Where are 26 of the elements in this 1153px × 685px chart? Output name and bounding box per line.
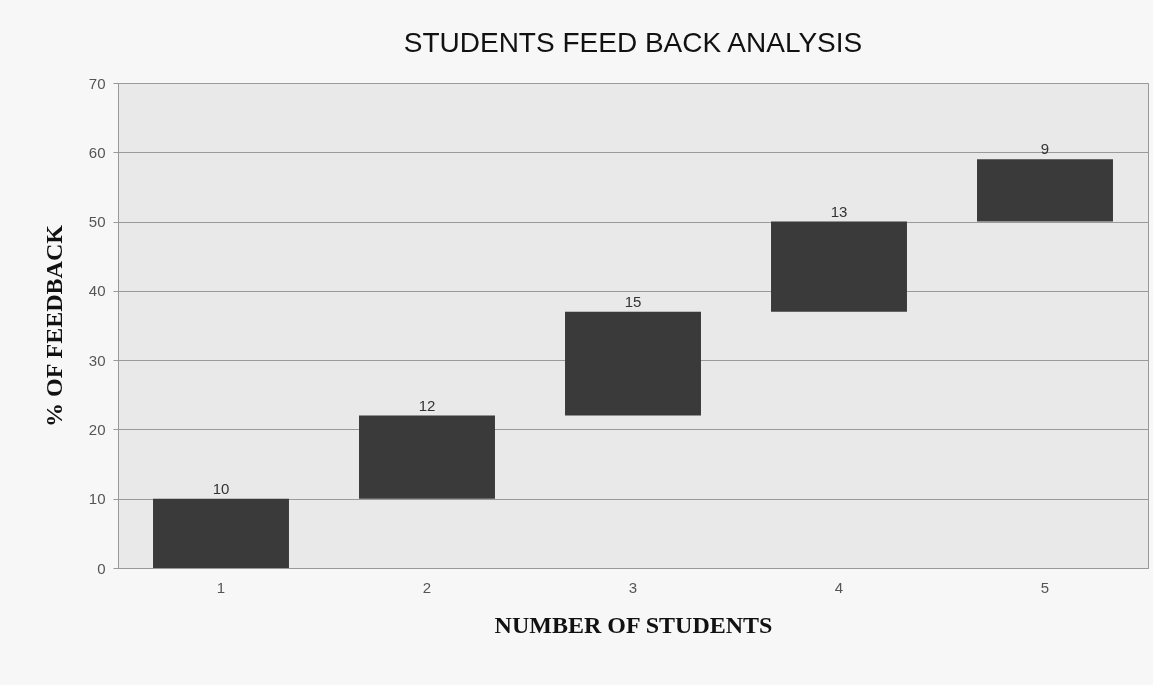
data-label: 12 [418, 396, 436, 414]
bar [153, 498, 289, 568]
x-tick-label: 3 [628, 578, 638, 596]
bar [359, 415, 495, 499]
x-tick-label: 4 [834, 578, 844, 596]
y-tick-label: 70 [88, 74, 106, 92]
y-tick-label: 20 [88, 420, 106, 438]
x-axis-title: NUMBER OF STUDENTS [494, 611, 773, 638]
x-tick-label: 2 [422, 578, 432, 596]
x-tick-label: 1 [216, 578, 226, 596]
y-tick-label: 0 [97, 559, 106, 577]
y-tick-label: 40 [88, 282, 106, 300]
bar [977, 159, 1113, 222]
data-label: 13 [830, 202, 848, 220]
y-axis-title: % OF FEEDBACK [40, 224, 67, 427]
x-tick-label: 5 [1040, 578, 1050, 596]
data-label: 15 [624, 292, 642, 310]
bar [771, 221, 907, 312]
chart-title: STUDENTS FEED BACK ANALYSIS [403, 27, 863, 58]
y-tick-label: 50 [88, 213, 106, 231]
y-tick-label: 30 [88, 351, 106, 369]
data-label: 9 [1040, 140, 1050, 158]
y-tick-label: 60 [88, 143, 106, 161]
bar [565, 311, 701, 416]
data-label: 10 [212, 479, 230, 497]
y-tick-label: 10 [88, 490, 106, 508]
